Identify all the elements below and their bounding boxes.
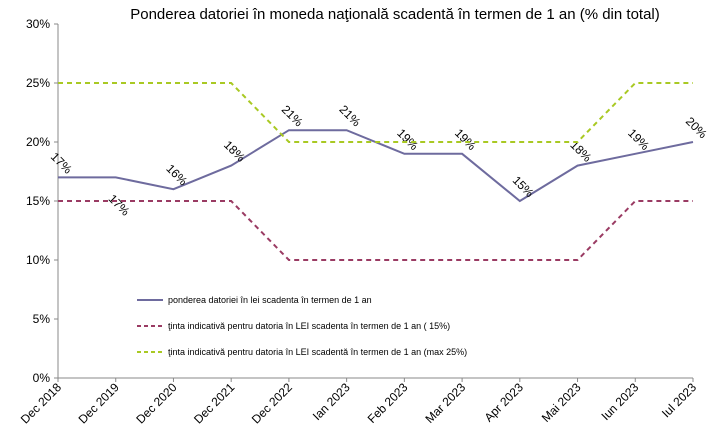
legend-label: ţinta indicativă pentru datoria în LEI s… (168, 321, 450, 331)
x-tick-label: Apr 2023 (482, 380, 527, 425)
series-line (58, 129, 694, 203)
data-label: 20% (683, 114, 707, 141)
legend-label: ţinta indicativă pentru datoria în LEI s… (168, 347, 467, 357)
data-label: 18% (567, 138, 594, 165)
x-tick-label: Dec 2022 (249, 380, 295, 426)
series-line (58, 82, 693, 143)
y-tick-label: 10% (26, 253, 50, 267)
data-label: 19% (625, 126, 652, 153)
x-tick-label: Dec 2020 (133, 380, 179, 426)
data-label: 21% (337, 102, 364, 129)
x-tick-label: Ian 2023 (310, 380, 353, 423)
x-tick-label: Dec 2021 (191, 380, 237, 426)
x-tick-label: Feb 2023 (365, 380, 411, 426)
data-label: 19% (452, 126, 479, 153)
data-label: 21% (279, 102, 306, 129)
x-tick-label: Iul 2023 (659, 380, 699, 420)
y-tick-label: 5% (33, 312, 51, 326)
data-label: 17% (48, 150, 75, 177)
chart-title: Ponderea datoriei în moneda naţională sc… (130, 6, 660, 23)
y-tick-label: 20% (26, 135, 50, 149)
y-tick-label: 0% (33, 371, 51, 385)
y-tick-label: 30% (26, 17, 50, 31)
x-tick-label: Mar 2023 (422, 380, 468, 426)
x-tick-label: Dec 2019 (76, 380, 122, 426)
x-tick-label: Mai 2023 (539, 380, 584, 425)
data-label: 18% (221, 138, 248, 165)
x-tick-label: Iun 2023 (598, 380, 641, 423)
x-tick-label: Dec 2018 (18, 380, 64, 426)
series-line (58, 200, 693, 261)
y-tick-label: 15% (26, 194, 50, 208)
y-tick-label: 25% (26, 76, 50, 90)
legend-label: ponderea datoriei în lei scadenta în ter… (168, 295, 372, 305)
data-label: 19% (394, 126, 421, 153)
data-label: 17% (106, 192, 133, 219)
